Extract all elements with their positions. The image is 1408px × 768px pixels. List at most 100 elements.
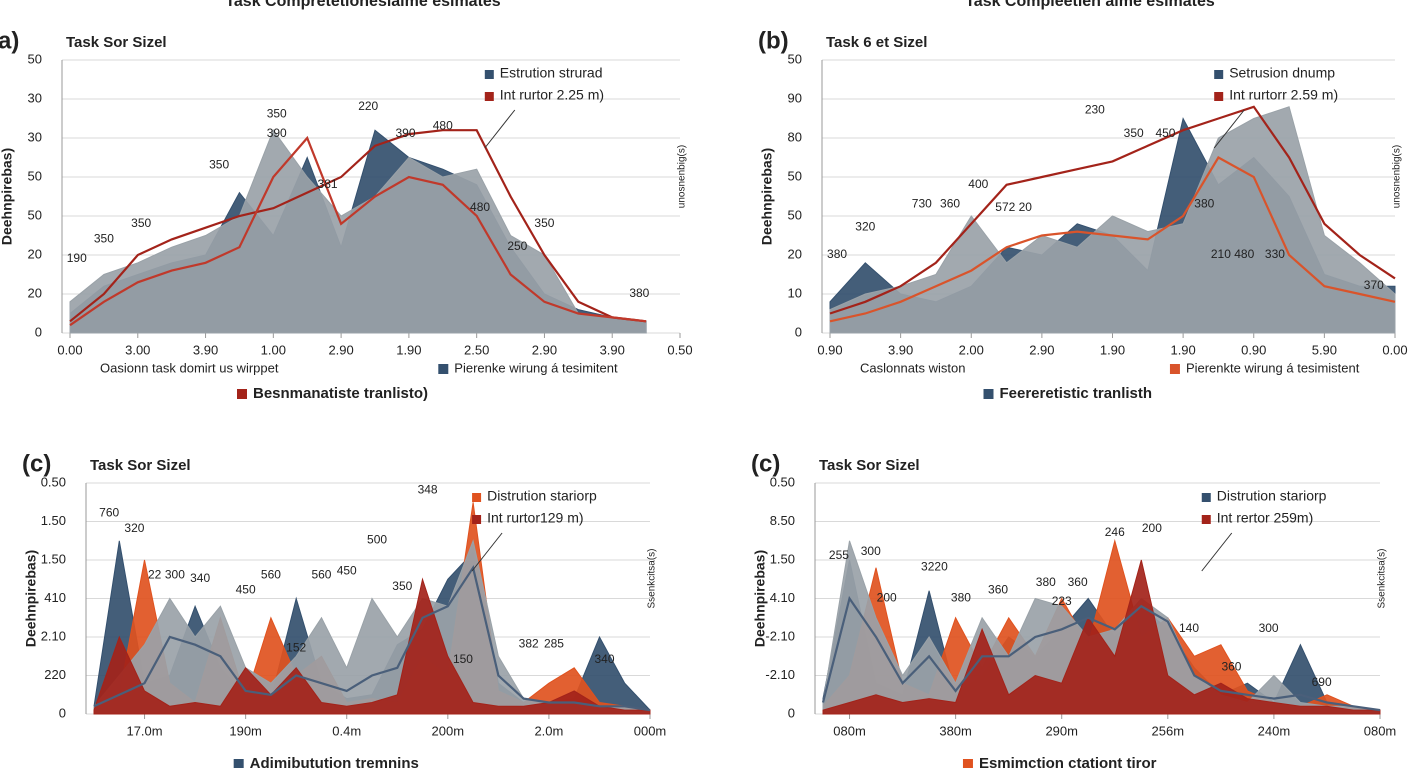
legend-swatch — [472, 493, 482, 502]
y-tick-label: 1.50 — [41, 551, 66, 566]
annotation: 340 — [594, 652, 614, 666]
legend-swatch — [1214, 92, 1224, 101]
panel-label: (c) — [22, 450, 51, 477]
annotation: 450 — [1155, 126, 1175, 140]
annotation: 22 — [148, 567, 162, 581]
annotation: 250 — [507, 239, 527, 253]
y-tick-label: 50 — [788, 207, 802, 222]
annotation: 300 — [165, 567, 185, 581]
x-tick-label: 5.90 — [1312, 342, 1337, 357]
annotation: 285 — [544, 637, 564, 651]
y-axis-label: Deehnpirebas) — [0, 148, 15, 245]
annotation: 450 — [236, 583, 256, 597]
panel-label: a) — [0, 27, 19, 54]
annotation: 300 — [1259, 621, 1279, 635]
y-tick-label: 50 — [788, 168, 802, 183]
annotation: 3220 — [921, 560, 948, 574]
y-tick-label: 410 — [44, 590, 66, 605]
caption: Oasionn task domirt us wirppet — [100, 360, 279, 375]
x-tick-label: 3.90 — [193, 342, 218, 357]
line-series — [829, 105, 1396, 315]
annotation: 360 — [988, 583, 1008, 597]
annotation: 560 — [311, 567, 331, 581]
legend-pointer — [484, 109, 516, 149]
line-series — [69, 135, 647, 327]
legend-swatch — [1201, 493, 1211, 502]
annotation: 340 — [190, 571, 210, 585]
y-tick-label: 0 — [788, 705, 795, 720]
annotation: 230 — [1085, 103, 1105, 117]
annotation: 350 — [267, 107, 287, 121]
caption-swatch — [983, 389, 994, 399]
y-tick-label: 8.50 — [770, 513, 795, 528]
annotation: 380 — [827, 247, 847, 261]
annotation: 350 — [209, 157, 229, 171]
y-axis-label: Deehnpirebas) — [759, 148, 775, 245]
x-tick-label: 256m — [1152, 723, 1185, 738]
x-tick-label: 380m — [939, 723, 972, 738]
y-tick-label: 30 — [28, 90, 42, 105]
caption-swatch — [1169, 364, 1180, 374]
y-tick-label: -2.10 — [765, 628, 795, 643]
right-axis-label: Ssenkcitsa(s) — [647, 548, 658, 608]
annotation: 360 — [1068, 575, 1088, 589]
y-tick-label: 220 — [44, 667, 66, 682]
y-tick-label: 20 — [788, 246, 802, 261]
caption-swatch — [237, 389, 247, 399]
x-tick-label: 1.90 — [1170, 342, 1195, 357]
y-tick-label: 1.50 — [770, 551, 795, 566]
caption: Pierenkte wirung á tesimistent — [1186, 360, 1360, 375]
caption: Besnmanatiste tranlisto) — [253, 385, 428, 402]
x-tick-label: 1.90 — [1100, 342, 1125, 357]
legend-pointer — [471, 532, 503, 572]
line-series — [93, 564, 651, 712]
annotation: 480 — [433, 118, 453, 132]
annotation: 350 — [534, 216, 554, 230]
y-tick-label: 50 — [788, 51, 802, 66]
caption-swatch — [233, 759, 244, 768]
legend-swatch — [484, 92, 494, 101]
y-tick-label: 4.10 — [770, 590, 795, 605]
x-tick-label: 2.00 — [959, 342, 984, 357]
x-tick-label: 17.0m — [126, 723, 162, 738]
legend-label: Int rurtor 2.25 m) — [500, 87, 604, 103]
annotation: 320 — [124, 521, 144, 535]
annotation: 350 — [1124, 126, 1144, 140]
annotation: 246 — [1105, 525, 1125, 539]
annotation: 210 480 — [1211, 247, 1255, 261]
y-tick-label: 50 — [28, 207, 42, 222]
right-axis-label: unosnenbig(s) — [677, 145, 688, 208]
annotation: 200 — [877, 590, 897, 604]
annotation: 350 — [94, 231, 114, 245]
annotation: 500 — [367, 533, 387, 547]
panel-subtitle: Task Sor Sizel — [819, 457, 920, 474]
annotation: 220 — [358, 99, 378, 113]
y-axis-label: Deehnpirebas) — [23, 550, 39, 647]
x-tick-label: 190m — [229, 723, 262, 738]
x-tick-label: 2.90 — [328, 342, 353, 357]
annotation: 480 — [470, 200, 490, 214]
annotation: 380 — [629, 286, 649, 300]
x-tick-label: 0.4m — [332, 723, 361, 738]
y-axis-label: Deehnpirebas) — [752, 550, 768, 647]
annotation: 400 — [968, 177, 988, 191]
x-tick-label: 080m — [833, 723, 866, 738]
x-tick-label: 1.00 — [261, 342, 286, 357]
annotation: 140 — [1179, 621, 1199, 635]
annotation: 348 — [418, 483, 438, 497]
x-tick-label: 3.90 — [600, 342, 625, 357]
caption: Esmimction ctationt tiror — [979, 755, 1157, 768]
annotation: 370 — [1364, 278, 1384, 292]
annotation: 360 — [940, 196, 960, 210]
y-tick-label: 20 — [28, 246, 42, 261]
panel-subtitle: Task 6 et Sizel — [826, 34, 927, 51]
annotation: 730 — [912, 196, 932, 210]
caption: Feereretistic tranlisth — [1000, 385, 1153, 402]
y-tick-label: 80 — [788, 129, 802, 144]
legend-label: Distrution stariorp — [487, 488, 597, 504]
area-series — [829, 106, 1396, 334]
legend-swatch — [484, 70, 494, 79]
y-tick-label: 50 — [28, 168, 42, 183]
y-tick-label: 2.10 — [41, 628, 66, 643]
